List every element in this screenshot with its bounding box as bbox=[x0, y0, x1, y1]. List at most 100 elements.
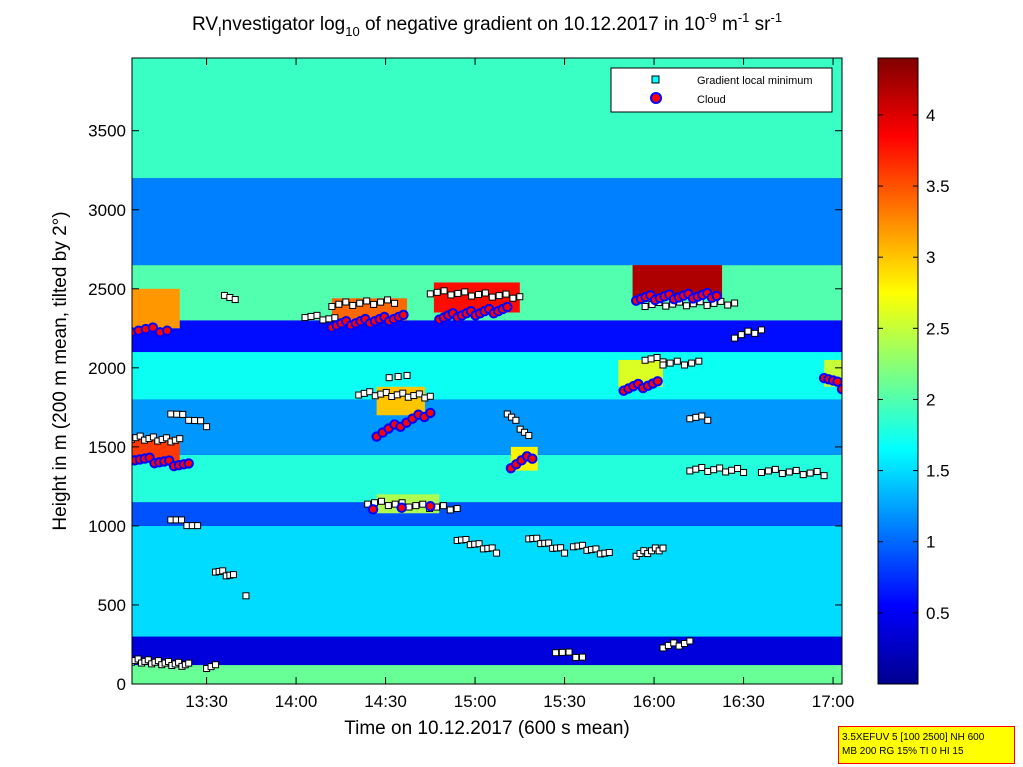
gradient-minimum-marker bbox=[433, 288, 441, 296]
gradient-minimum-marker bbox=[692, 413, 700, 421]
gradient-minimum-marker bbox=[641, 356, 649, 364]
x-tick-label: 16:30 bbox=[722, 692, 765, 711]
legend-label-minimum: Gradient local minimum bbox=[697, 75, 813, 87]
heatmap-plot bbox=[132, 58, 842, 684]
gradient-minimum-marker bbox=[178, 516, 186, 524]
gradient-minimum-marker bbox=[695, 357, 703, 365]
gradient-minimum-marker bbox=[356, 299, 364, 307]
gradient-minimum-marker bbox=[403, 371, 411, 379]
gradient-minimum-marker bbox=[578, 653, 586, 661]
gradient-minimum-marker bbox=[185, 659, 193, 667]
y-tick-label: 1000 bbox=[88, 517, 126, 536]
gradient-minimum-marker bbox=[394, 373, 402, 381]
colorbar-tick-label: 1 bbox=[926, 533, 935, 552]
gradient-minimum-marker bbox=[363, 297, 371, 305]
x-axis-label: Time on 10.12.2017 (600 s mean) bbox=[344, 718, 630, 739]
gradient-minimum-marker bbox=[792, 466, 800, 474]
gradient-minimum-marker bbox=[194, 522, 202, 530]
heatmap-cell bbox=[132, 525, 842, 637]
legend-square-marker bbox=[651, 75, 660, 84]
gradient-minimum-marker bbox=[673, 357, 681, 365]
heatmap-cell bbox=[132, 502, 842, 526]
cloud-marker bbox=[425, 407, 436, 419]
gradient-minimum-marker bbox=[319, 316, 327, 324]
heatmap-cell bbox=[132, 320, 842, 353]
legend-box bbox=[610, 67, 833, 113]
gradient-minimum-marker bbox=[686, 467, 694, 475]
gradient-minimum-marker bbox=[242, 592, 250, 600]
gradient-minimum-marker bbox=[666, 359, 674, 367]
gradient-minimum-marker bbox=[385, 374, 393, 382]
cloud-marker bbox=[147, 322, 159, 333]
gradient-minimum-marker bbox=[377, 298, 385, 306]
gradient-minimum-marker bbox=[179, 410, 187, 418]
y-tick-label: 2500 bbox=[88, 280, 126, 299]
gradient-minimum-marker bbox=[682, 302, 690, 310]
gradient-minimum-marker bbox=[426, 290, 434, 298]
gradient-minimum-marker bbox=[757, 326, 765, 334]
colorbar-tick-label: 2 bbox=[926, 390, 935, 409]
cloud-marker bbox=[527, 453, 538, 464]
plot-frame bbox=[131, 57, 843, 685]
gradient-minimum-marker bbox=[488, 544, 496, 552]
gradient-minimum-marker bbox=[653, 354, 661, 362]
gradient-minimum-marker bbox=[219, 567, 227, 575]
gradient-minimum-marker bbox=[391, 299, 399, 307]
gradient-minimum-marker bbox=[493, 549, 501, 557]
gradient-minimum-marker bbox=[468, 292, 476, 300]
gradient-minimum-marker bbox=[185, 416, 193, 424]
gradient-minimum-marker bbox=[313, 311, 321, 319]
gradient-minimum-marker bbox=[740, 468, 748, 476]
colorbar-tick-label: 3 bbox=[926, 248, 935, 267]
gradient-minimum-marker bbox=[203, 423, 211, 431]
gradient-minimum-marker bbox=[481, 289, 489, 297]
gradient-minimum-marker bbox=[149, 433, 157, 441]
gradient-minimum-markers bbox=[132, 287, 828, 673]
gradient-minimum-marker bbox=[512, 416, 520, 424]
gradient-minimum-marker bbox=[813, 468, 821, 476]
gradient-minimum-marker bbox=[167, 410, 175, 418]
cloud-marker bbox=[396, 502, 407, 513]
gradient-minimum-marker bbox=[415, 390, 423, 398]
gradient-minimum-marker bbox=[382, 388, 390, 396]
gradient-minimum-marker bbox=[163, 434, 171, 442]
colorbar bbox=[877, 57, 919, 685]
gradient-minimum-marker bbox=[686, 415, 694, 423]
gradient-minimum-marker bbox=[698, 412, 706, 420]
gradient-minimum-marker bbox=[454, 289, 462, 297]
cloud-marker bbox=[398, 309, 409, 321]
cloud-marker bbox=[425, 500, 436, 512]
cloud-marker bbox=[367, 504, 379, 515]
gradient-minimum-marker bbox=[558, 648, 566, 656]
gradient-minimum-marker bbox=[704, 467, 712, 475]
gradient-minimum-marker bbox=[488, 293, 496, 301]
gradient-minimum-marker bbox=[722, 468, 730, 476]
gradient-minimum-marker bbox=[744, 327, 752, 335]
legend-label-cloud: Cloud bbox=[697, 94, 726, 106]
gradient-minimum-marker bbox=[751, 329, 759, 337]
gradient-minimum-marker bbox=[502, 290, 510, 298]
y-tick-label: 2000 bbox=[88, 359, 126, 378]
y-axis-label: Height in m (200 m mean, tilted by 2°) bbox=[50, 211, 71, 530]
gradient-minimum-marker bbox=[440, 287, 448, 295]
colorbar-tick-label: 4 bbox=[926, 106, 935, 125]
heatmap-cells bbox=[132, 58, 842, 684]
gradient-minimum-marker bbox=[686, 637, 694, 645]
gradient-minimum-marker bbox=[191, 417, 199, 425]
gradient-minimum-marker bbox=[516, 293, 524, 301]
heatmap-cell bbox=[132, 352, 842, 400]
gradient-minimum-marker bbox=[325, 315, 333, 323]
y-tick-label: 1500 bbox=[88, 438, 126, 457]
gradient-minimum-marker bbox=[764, 467, 772, 475]
settings-line-2: MB 200 RG 15% TI 0 HI 15 bbox=[842, 746, 964, 757]
gradient-minimum-marker bbox=[212, 661, 220, 669]
gradient-minimum-marker bbox=[731, 299, 739, 307]
heatmap-cell bbox=[132, 288, 180, 329]
gradient-minimum-marker bbox=[592, 545, 600, 553]
gradient-minimum-marker bbox=[565, 648, 573, 656]
gradient-minimum-marker bbox=[495, 292, 503, 300]
gradient-minimum-marker bbox=[331, 314, 339, 322]
heatmap-cell bbox=[132, 399, 842, 455]
gradient-minimum-marker bbox=[349, 301, 357, 309]
gradient-minimum-marker bbox=[572, 653, 580, 661]
